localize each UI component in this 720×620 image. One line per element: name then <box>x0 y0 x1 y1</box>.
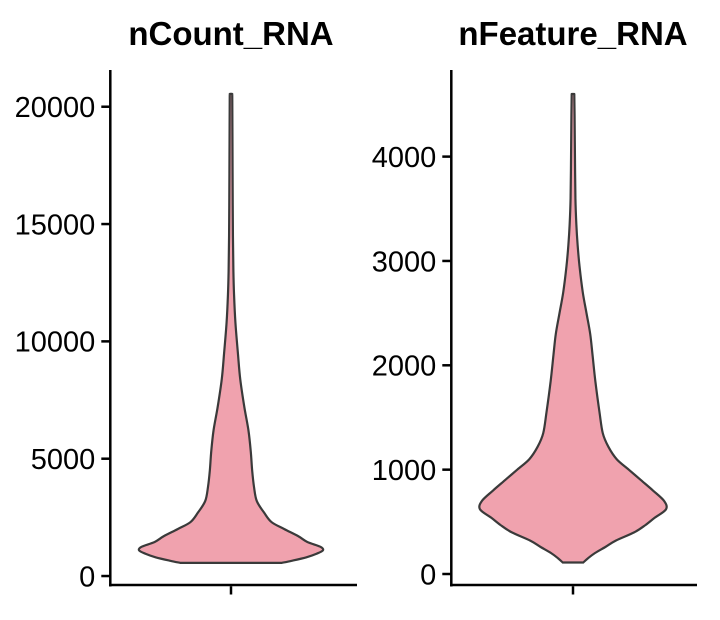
y-tick-label: 2000 <box>372 351 437 383</box>
plot-title-ncount-rna: nCount_RNA <box>128 15 334 52</box>
violin-shape <box>137 92 325 564</box>
panel-ncount-rna: 0 5000 10000 15000 20000 <box>15 70 357 595</box>
panel-nfeature-rna: 0 1000 2000 3000 4000 <box>372 70 697 595</box>
y-tick-label: 10000 <box>15 327 96 359</box>
y-tick-label: 15000 <box>15 209 96 241</box>
plot-title-nfeature-rna: nFeature_RNA <box>458 15 688 52</box>
y-tick-label: 4000 <box>372 142 437 174</box>
y-tick-label: 0 <box>79 561 95 593</box>
y-tick-label: 0 <box>420 559 436 591</box>
y-tick-label: 20000 <box>15 92 96 124</box>
y-tick-label: 5000 <box>31 444 96 476</box>
violin-shape <box>478 92 668 564</box>
y-tick-label: 1000 <box>372 455 437 487</box>
y-tick-label: 3000 <box>372 246 437 278</box>
